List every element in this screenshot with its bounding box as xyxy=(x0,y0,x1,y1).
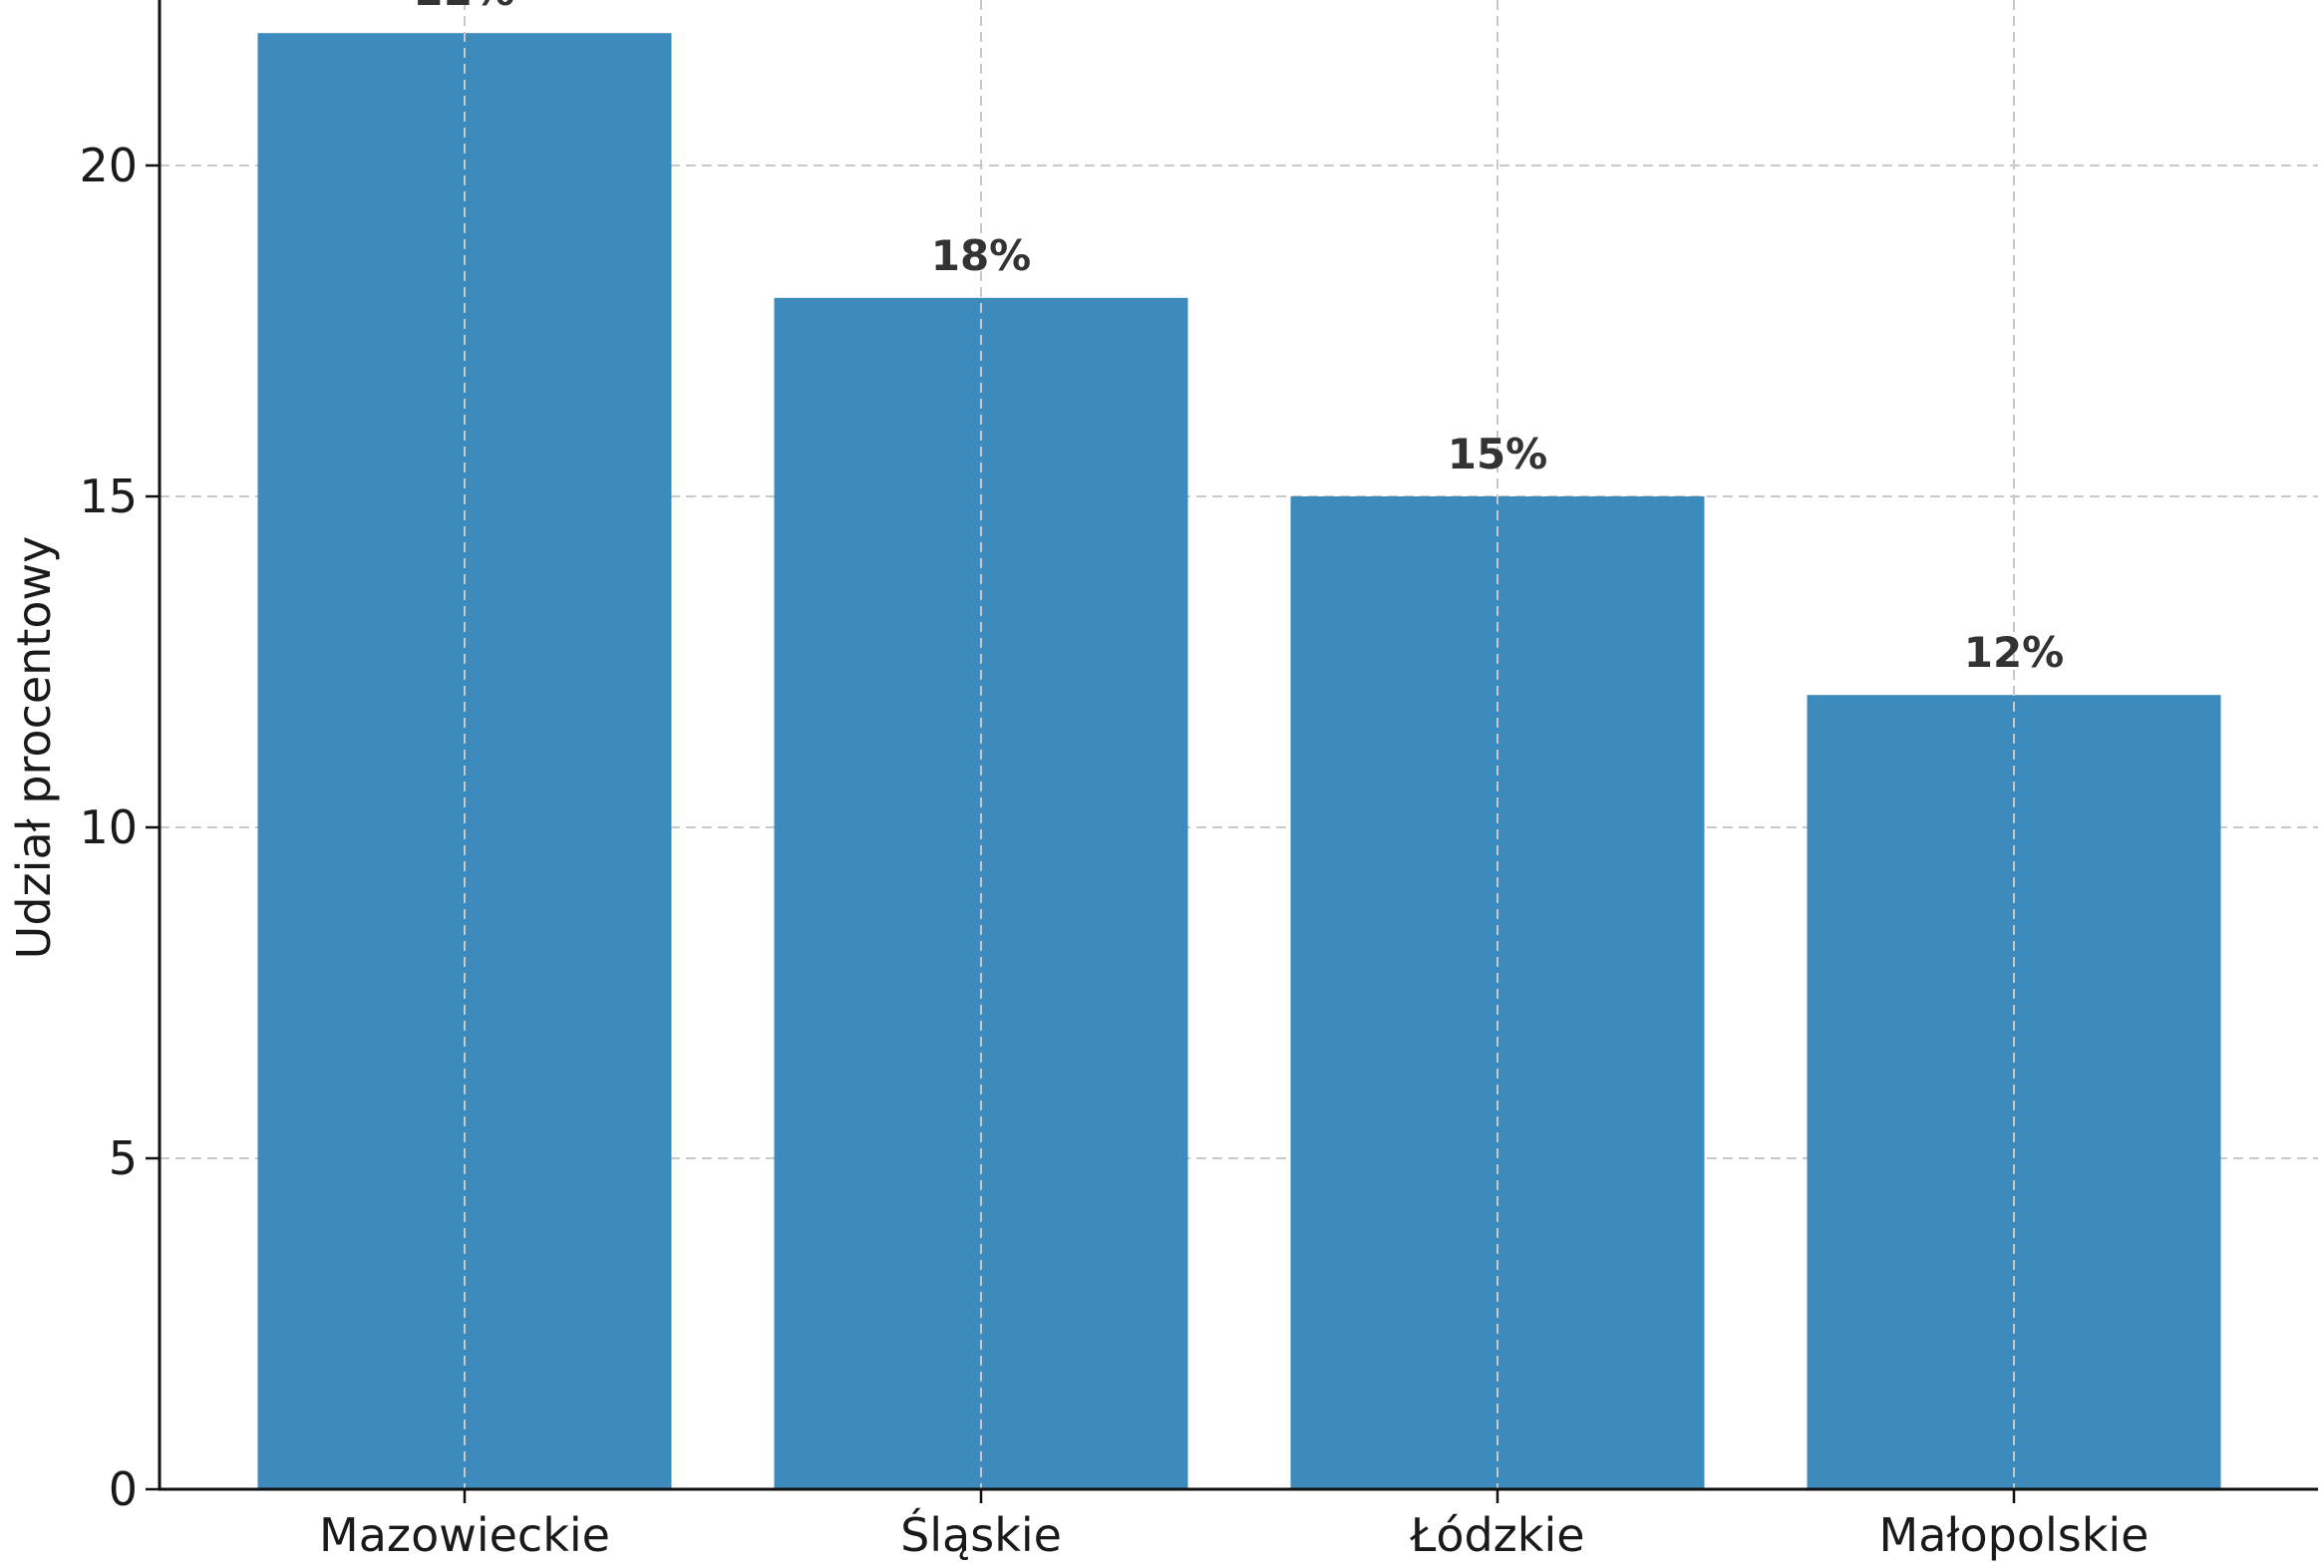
labels: 0 5 10 15 20 Mazowieckie 22% Śląskie 18% Łódzkie 1… xyxy=(79,0,2149,1562)
bars xyxy=(257,33,2221,1490)
x-tick-label: Mazowieckie xyxy=(319,1508,610,1562)
bar-value-label: 18% xyxy=(931,231,1032,280)
bar-value-label: 12% xyxy=(1964,628,2065,677)
y-tick-label: 15 xyxy=(79,470,138,523)
x-tick-label: Śląskie xyxy=(900,1508,1062,1562)
y-tick-label: 0 xyxy=(109,1462,138,1516)
y-tick-label: 10 xyxy=(79,800,138,854)
bar-value-label: 15% xyxy=(1448,430,1548,478)
bar-value-label: 22% xyxy=(415,0,515,15)
y-tick-label: 20 xyxy=(79,139,138,192)
y-axis-title: Udział procentowy xyxy=(7,536,61,960)
x-tick-label: Małopolskie xyxy=(1879,1508,2150,1562)
x-tick-label: Łódzkie xyxy=(1409,1508,1584,1562)
axes xyxy=(146,0,2318,1503)
bar xyxy=(257,33,672,1490)
y-tick-label: 5 xyxy=(109,1131,138,1185)
vertical-grid xyxy=(464,0,2015,1489)
